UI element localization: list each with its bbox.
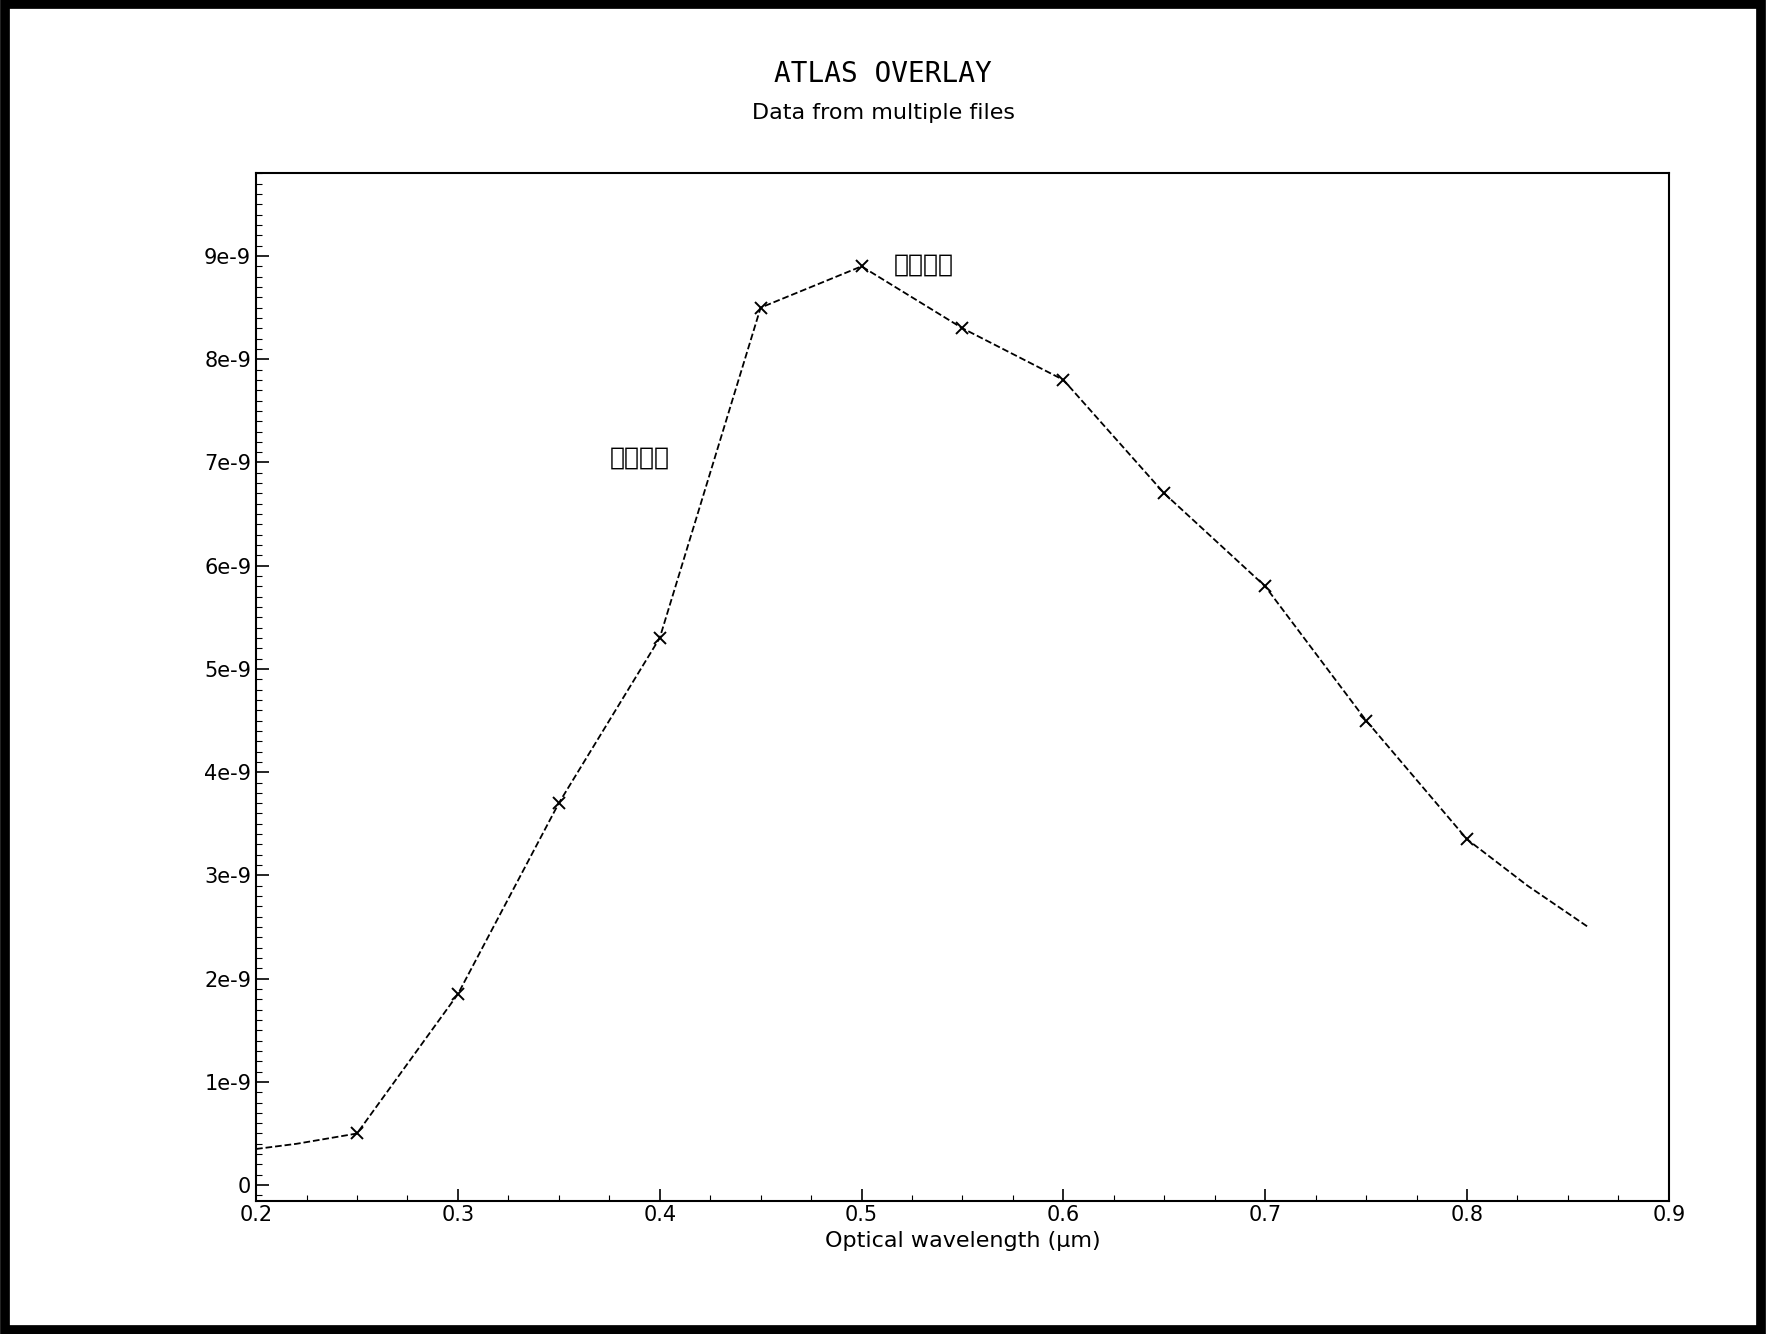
Text: ATLAS OVERLAY: ATLAS OVERLAY	[774, 60, 992, 88]
Text: 单结电池: 单结电池	[609, 446, 669, 470]
Text: Data from multiple files: Data from multiple files	[752, 103, 1014, 123]
Text: 双结电池: 双结电池	[894, 252, 954, 276]
X-axis label: Optical wavelength (μm): Optical wavelength (μm)	[825, 1231, 1100, 1251]
